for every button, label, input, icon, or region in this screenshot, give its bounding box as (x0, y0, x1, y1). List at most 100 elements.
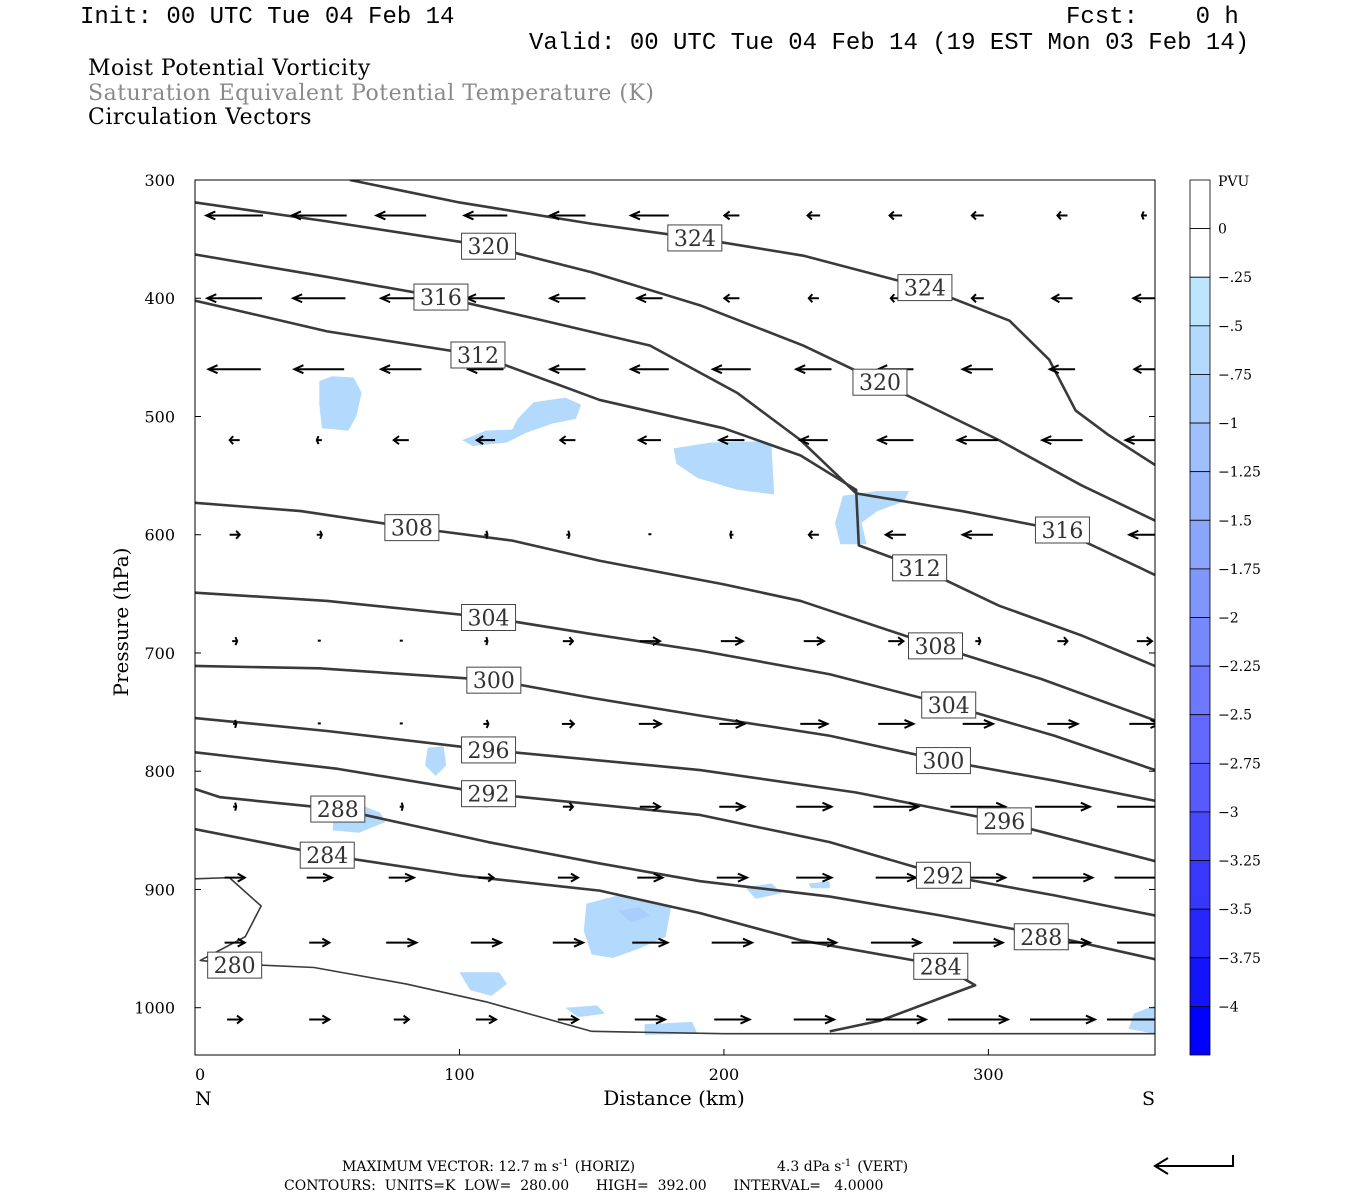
contour-label-box (461, 604, 517, 631)
contour-info-text: CONTOURS: UNITS=K LOW= 280.00 HIGH= 392.… (284, 1178, 883, 1194)
wind-vector (1057, 636, 1069, 646)
wind-vector (483, 719, 490, 729)
vector-head (568, 636, 575, 646)
contour-label: 288 (1013, 923, 1069, 951)
wind-vector (547, 364, 586, 375)
wind-vector (952, 937, 1006, 948)
vector-head (1131, 293, 1142, 304)
wind-vector (373, 210, 427, 221)
contour-label-text: 312 (457, 344, 499, 369)
contour-316 (195, 253, 1155, 577)
contour-label-text: 308 (914, 635, 956, 660)
wind-vector (719, 801, 747, 812)
vector-head (735, 801, 747, 812)
vector-head (237, 937, 247, 948)
contour-label-text: 288 (317, 798, 359, 823)
colorbar-box (1189, 422, 1211, 473)
wind-vector (1114, 876, 1155, 879)
vector-head (824, 1014, 837, 1025)
contour-label-box (299, 841, 355, 869)
vector-head (378, 293, 391, 304)
wind-vector (1123, 435, 1155, 446)
vector-head (1150, 719, 1155, 729)
vector-head (204, 293, 217, 304)
vector-head (1082, 872, 1095, 883)
pv-patch (808, 881, 830, 889)
wind-vector (547, 210, 586, 221)
vector-head (491, 937, 504, 948)
contour-label: 312 (892, 554, 948, 582)
vector-head (1056, 210, 1062, 221)
vector-head (547, 293, 560, 304)
vector-head (236, 1014, 244, 1025)
vector-head (1146, 636, 1154, 646)
vector-head (1132, 364, 1142, 375)
contour-label-text: 296 (468, 739, 510, 764)
colorbar-label: 0 (1218, 222, 1227, 238)
contour-label-text: 304 (928, 694, 970, 719)
contour-label-text: 324 (904, 277, 946, 302)
wind-vector (547, 293, 586, 304)
wind-vector (960, 529, 993, 540)
wind-vector (955, 435, 998, 446)
wind-vector (309, 1014, 332, 1025)
vector-head (392, 435, 400, 445)
wind-vector (711, 937, 755, 948)
vector-head (960, 529, 973, 540)
vector-head (740, 1014, 752, 1025)
vector-head (911, 937, 924, 948)
contour-288 (195, 787, 1155, 961)
colorbar-title: PVU (1218, 174, 1250, 190)
contour-label-text: 316 (420, 286, 462, 311)
wind-vector (399, 722, 403, 725)
contour-284 (195, 827, 977, 1033)
contour-label-text: 304 (468, 607, 510, 632)
wind-vector (1132, 364, 1155, 375)
contour-label-box (450, 341, 506, 369)
vector-head (319, 530, 323, 540)
vector-head (995, 872, 1008, 883)
vector-head (315, 435, 320, 445)
y-tick-label: 800 (144, 762, 175, 781)
colorbar-box (1189, 811, 1211, 861)
vector-head (793, 364, 806, 375)
wind-vector (392, 435, 409, 445)
vector-head (737, 872, 750, 883)
wind-vector (386, 937, 419, 948)
wind-vector (229, 530, 242, 540)
wind-vector (960, 364, 993, 375)
vector-head (916, 1014, 929, 1025)
contour-label-text: 324 (674, 227, 716, 252)
colorbar-box (1189, 957, 1211, 1007)
vector-head (722, 293, 731, 304)
colorbar-label: −2 (1218, 611, 1239, 627)
y-tick-label: 600 (144, 526, 175, 545)
colorbar-box (1189, 714, 1211, 764)
colorbar-label: −2.5 (1218, 708, 1252, 724)
wind-vector (720, 636, 746, 647)
vector-head (547, 210, 560, 221)
contour-label-box (913, 952, 969, 980)
wind-vector (883, 529, 906, 540)
colorbar-box (1189, 568, 1211, 618)
wind-vector (634, 1014, 668, 1025)
vector-head (234, 636, 239, 646)
wind-vector (796, 872, 834, 883)
wind-vector (719, 719, 747, 729)
wind-vector (475, 1014, 499, 1025)
wind-vector (315, 435, 322, 445)
vector-head (653, 872, 665, 883)
x-tick-label: 300 (973, 1065, 1004, 1084)
vector-head (321, 1014, 332, 1025)
vector-head (289, 210, 302, 221)
wind-vector (873, 801, 921, 812)
colorbar-label: −1 (1218, 416, 1239, 432)
forecast-hour: Fcst: 0 h (1066, 4, 1239, 31)
wind-vector (399, 802, 404, 811)
contour-labels: 324 324 320 320 316 316 312 312 308 308 304 304 300 3… (207, 224, 1090, 980)
wind-vector (474, 435, 496, 445)
vector-head (568, 802, 575, 812)
wind-vector (1029, 1014, 1098, 1025)
wind-vector (875, 872, 919, 883)
vector-head (897, 636, 906, 646)
